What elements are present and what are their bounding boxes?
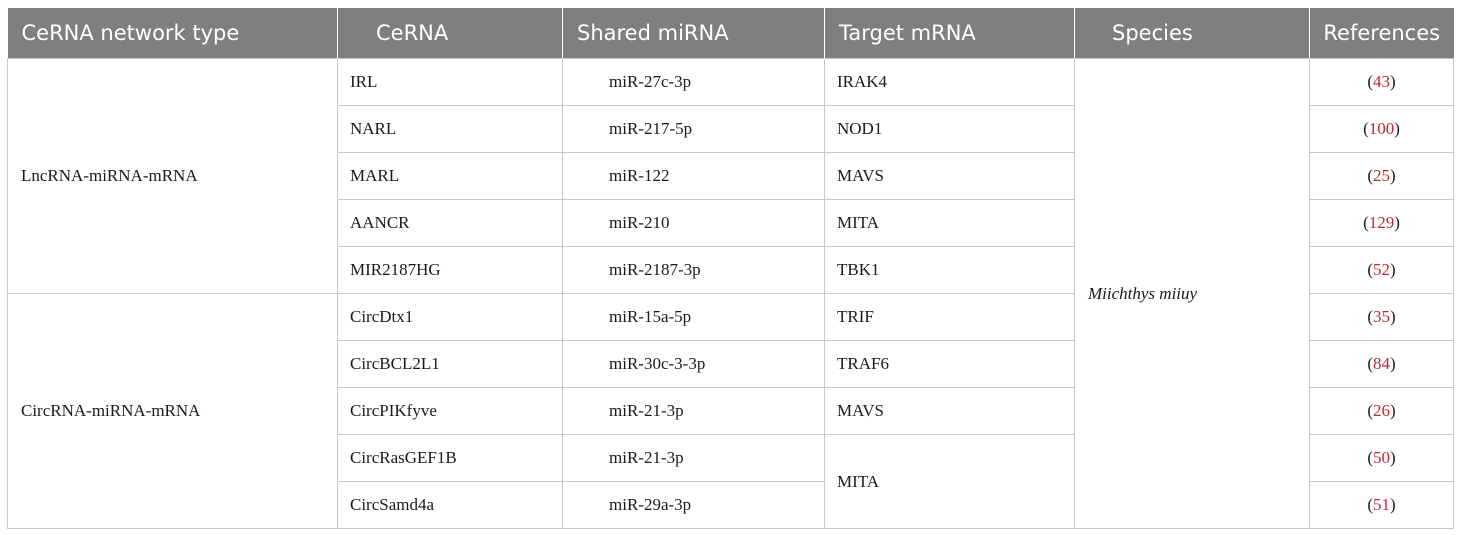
reference-cell: (100) xyxy=(1309,105,1454,153)
mirna-cell: miR-122 xyxy=(562,152,825,200)
cerna-cell: CircPIKfyve xyxy=(337,387,563,435)
species-cell: Miichthys miiuy xyxy=(1074,58,1310,529)
reference-cell: (129) xyxy=(1309,199,1454,247)
target-cell: MITA xyxy=(824,434,1075,529)
target-cell: MAVS xyxy=(824,152,1075,200)
reference-link[interactable]: 43 xyxy=(1373,72,1390,91)
reference-link[interactable]: 25 xyxy=(1373,166,1390,185)
mirna-cell: miR-27c-3p xyxy=(562,58,825,106)
mirna-cell: miR-30c-3-3p xyxy=(562,340,825,388)
table-row: CircSamd4a miR-29a-3p (51) xyxy=(8,481,1454,529)
reference-cell: (43) xyxy=(1309,58,1454,106)
target-cell: TRIF xyxy=(824,293,1075,341)
table-header: CeRNA network type CeRNA Shared miRNA Ta… xyxy=(7,8,1454,59)
reference-cell: (35) xyxy=(1309,293,1454,341)
reference-link[interactable]: 26 xyxy=(1373,401,1390,420)
reference-cell: (52) xyxy=(1309,246,1454,294)
mirna-cell: miR-217-5p xyxy=(562,105,825,153)
table-row: CircPIKfyve miR-21-3p MAVS (26) xyxy=(8,387,1454,435)
table-row: CircRNA-miRNA-mRNA CircDtx1 miR-15a-5p T… xyxy=(7,293,1454,529)
cerna-cell: CircDtx1 xyxy=(337,293,563,341)
reference-link[interactable]: 50 xyxy=(1373,448,1390,467)
header-shared-mirna: Shared miRNA xyxy=(562,8,825,59)
target-cell: TRAF6 xyxy=(824,340,1075,388)
cerna-cell: NARL xyxy=(337,105,563,153)
table-row: AANCR miR-210 MITA (129) xyxy=(8,199,1454,247)
reference-link[interactable]: 129 xyxy=(1368,213,1395,232)
reference-cell: (84) xyxy=(1309,340,1454,388)
cerna-cell: AANCR xyxy=(337,199,563,247)
target-cell: NOD1 xyxy=(824,105,1075,153)
target-cell: IRAK4 xyxy=(824,58,1075,106)
group-lncrna-cell: LncRNA-miRNA-mRNA xyxy=(7,58,338,294)
mirna-cell: miR-21-3p xyxy=(562,387,825,435)
reference-link[interactable]: 84 xyxy=(1373,354,1390,373)
header-species: Species xyxy=(1074,8,1310,59)
target-cell: MAVS xyxy=(824,387,1075,435)
cerna-cell: CircSamd4a xyxy=(337,481,563,529)
cerna-cell: IRL xyxy=(337,58,563,106)
cerna-cell: MARL xyxy=(337,152,563,200)
header-cerna: CeRNA xyxy=(337,8,563,59)
reference-link[interactable]: 100 xyxy=(1368,119,1395,138)
header-references: References xyxy=(1309,8,1454,59)
reference-link[interactable]: 35 xyxy=(1373,307,1390,326)
cerna-cell: CircBCL2L1 xyxy=(337,340,563,388)
mirna-cell: miR-21-3p xyxy=(562,434,825,482)
reference-link[interactable]: 52 xyxy=(1373,260,1390,279)
reference-cell: (26) xyxy=(1309,387,1454,435)
mirna-cell: miR-2187-3p xyxy=(562,246,825,294)
reference-cell: (25) xyxy=(1309,152,1454,200)
mirna-cell: miR-29a-3p xyxy=(562,481,825,529)
reference-link[interactable]: 51 xyxy=(1373,495,1390,514)
header-target-mrna: Target mRNA xyxy=(824,8,1075,59)
target-cell: MITA xyxy=(824,199,1075,247)
cerna-network-table: CeRNA network type CeRNA Shared miRNA Ta… xyxy=(7,8,1454,529)
header-cerna-network-type: CeRNA network type xyxy=(7,8,338,59)
table-row: NARL miR-217-5p NOD1 (100) xyxy=(8,105,1454,153)
reference-cell: (51) xyxy=(1309,481,1454,529)
target-cell: TBK1 xyxy=(824,246,1075,294)
table-row: MIR2187HG miR-2187-3p TBK1 (52) xyxy=(8,246,1454,294)
cerna-cell: MIR2187HG xyxy=(337,246,563,294)
group-circrna-cell: CircRNA-miRNA-mRNA xyxy=(7,293,338,529)
header-row: CeRNA network type CeRNA Shared miRNA Ta… xyxy=(7,8,1454,59)
table-row: MARL miR-122 MAVS (25) xyxy=(8,152,1454,200)
table-row: LncRNA-miRNA-mRNA IRL miR-27c-3p IRAK4 M… xyxy=(7,58,1454,529)
table-body: LncRNA-miRNA-mRNA IRL miR-27c-3p IRAK4 M… xyxy=(7,58,1454,529)
reference-cell: (50) xyxy=(1309,434,1454,482)
mirna-cell: miR-210 xyxy=(562,199,825,247)
cerna-cell: CircRasGEF1B xyxy=(337,434,563,482)
mirna-cell: miR-15a-5p xyxy=(562,293,825,341)
